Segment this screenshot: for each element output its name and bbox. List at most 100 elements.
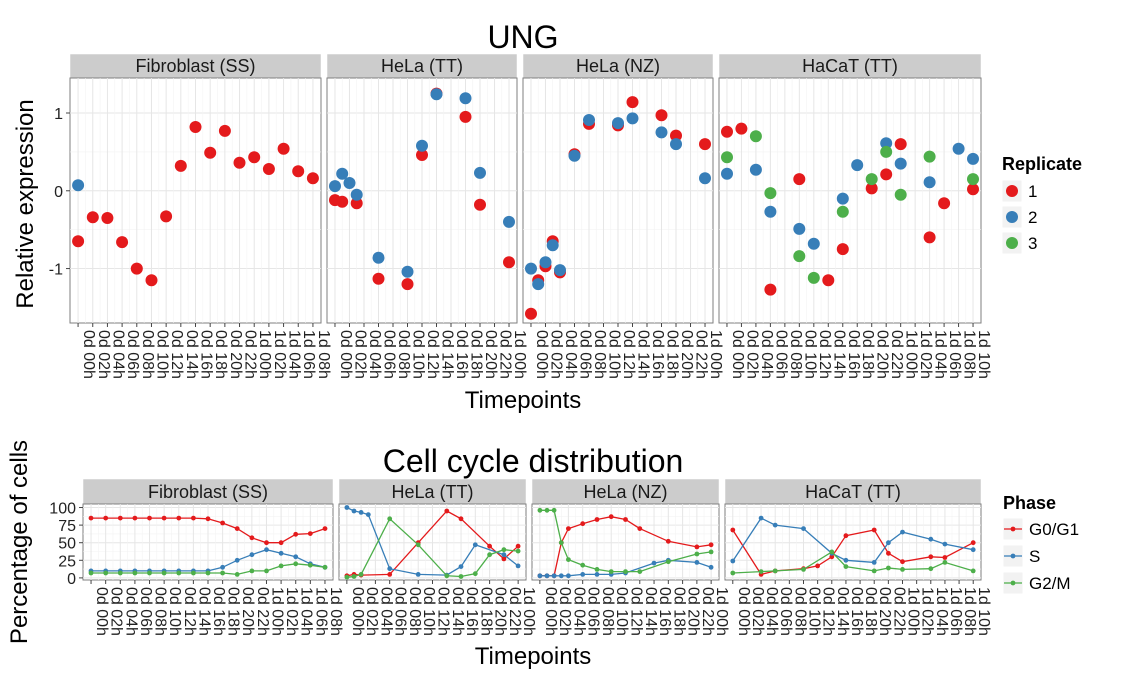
bottom-point-fibroblast-ss-g0-g1-0 [88, 515, 94, 521]
bottom-xtick-label-hela-nz-12: 1d 00h [713, 587, 730, 636]
top-point-hacat-tt-3-0 [721, 151, 733, 164]
bottom-xtick-label-hela-tt-6: 0d 12h [435, 587, 452, 636]
bottom-xtick-label-hacat-tt-9: 0d 18h [862, 587, 879, 636]
bottom-xtick-label-fibroblast-ss-7: 0d 14h [195, 587, 212, 636]
bottom-xtick-label-hela-tt-0: 0d 00h [349, 587, 366, 636]
top-point-hacat-tt-1-3 [793, 173, 806, 186]
top-xtick-label-hacat-tt-5: 0d 10h [801, 330, 818, 379]
bottom-point-hela-nz-g0-g1-5 [580, 521, 586, 527]
top-xtick-label-hacat-tt-8: 0d 16h [845, 330, 862, 379]
top-xtick-label-fibroblast-ss-6: 0d 12h [168, 330, 185, 379]
bottom-point-fibroblast-ss-g0-g1-7 [191, 515, 196, 521]
bottom-xtick-label-hela-tt-3: 0d 06h [392, 587, 409, 636]
top-xtick-label-fibroblast-ss-0: 0d 00h [80, 330, 97, 379]
top-legend-label-3: 3 [1028, 234, 1037, 253]
top-xtick-label-hacat-tt-3: 0d 06h [772, 330, 789, 379]
top-point-hacat-tt-1-4 [822, 274, 835, 287]
top-point-hela-nz-2-7 [612, 117, 624, 130]
bottom-legend-marker-g2-m [1010, 580, 1016, 586]
bottom-point-hela-tt-g0-g1-8 [501, 556, 507, 562]
bottom-xtick-label-hela-tt-4: 0d 08h [406, 587, 423, 636]
bottom-point-fibroblast-ss-g2-m-12 [264, 568, 269, 574]
bottom-xtick-label-hela-nz-8: 0d 16h [656, 587, 673, 636]
top-point-hacat-tt-1-6 [865, 182, 878, 195]
top-ytick-label-0: -1 [49, 262, 63, 279]
bottom-point-hacat-tt-g2-m-11 [970, 568, 976, 574]
top-point-hacat-tt-3-9 [923, 150, 936, 163]
top-chart: UNG Timepoints Relative expression Fibro… [12, 19, 1082, 414]
top-point-hela-nz-1-0 [525, 307, 537, 320]
top-xtick-label-hacat-tt-9: 0d 18h [859, 330, 876, 379]
top-chart-legend: Replicate 1 2 3 [1001, 154, 1082, 255]
top-point-hacat-tt-2-10 [952, 142, 965, 155]
bottom-xtick-label-hela-tt-11: 0d 22h [506, 587, 523, 636]
top-point-hela-tt-1-4 [401, 278, 414, 291]
bottom-point-hela-tt-s-8 [472, 542, 478, 548]
bottom-series-hela-tt-s [344, 505, 521, 578]
top-strip-fibroblast-ss [69, 53, 322, 79]
bottom-point-hela-tt-g2-m-8 [487, 552, 492, 558]
top-point-fibroblast-ss-1-15 [292, 165, 305, 178]
bottom-point-fibroblast-ss-s-11 [249, 552, 255, 558]
top-series-hacat-tt-3 [721, 130, 979, 284]
bottom-xtick-label-hela-nz-3: 0d 06h [585, 587, 602, 636]
top-point-fibroblast-ss-2-0 [72, 179, 85, 192]
bottom-point-hacat-tt-g2-m-9 [928, 566, 934, 572]
bottom-xtick-label-hela-nz-4: 0d 08h [599, 587, 616, 636]
bottom-legend-label-s: S [1029, 547, 1040, 566]
top-xtick-label-hela-nz-6: 0d 12h [620, 330, 637, 379]
top-chart-ylabel: Relative expression [12, 99, 39, 308]
bottom-xtick-label-hela-tt-7: 0d 14h [449, 587, 466, 636]
top-strip-label-hacat-tt: HaCaT (TT) [802, 56, 898, 76]
bottom-point-fibroblast-ss-g0-g1-16 [322, 526, 328, 531]
bottom-xtick-label-fibroblast-ss-6: 0d 12h [181, 587, 198, 636]
top-point-fibroblast-ss-1-13 [262, 163, 275, 175]
top-point-hela-nz-2-10 [670, 138, 682, 151]
top-xtick-label-hela-nz-4: 0d 08h [591, 330, 608, 379]
top-point-hela-nz-2-3 [546, 239, 559, 252]
bottom-point-hela-nz-s-1 [544, 573, 550, 579]
top-point-hela-nz-1-9 [655, 109, 668, 122]
bottom-point-hela-tt-s-5 [415, 572, 421, 577]
top-xtick-label-hacat-tt-11: 0d 22h [888, 330, 905, 379]
bottom-point-fibroblast-ss-g2-m-16 [322, 564, 328, 570]
bottom-xtick-label-hacat-tt-14: 1d 04h [933, 587, 950, 636]
top-point-fibroblast-ss-1-9 [204, 146, 217, 159]
top-point-hacat-tt-2-4 [807, 237, 820, 250]
top-point-fibroblast-ss-1-8 [189, 121, 202, 133]
top-series-hela-tt-1 [329, 87, 515, 291]
bottom-xtick-label-fibroblast-ss-12: 1d 00h [268, 587, 285, 636]
top-point-hacat-tt-1-7 [880, 168, 893, 181]
top-point-hacat-tt-2-11 [967, 152, 979, 165]
bottom-point-hacat-tt-g0-g1-8 [886, 550, 891, 556]
bottom-point-hela-nz-g0-g1-8 [623, 517, 628, 522]
top-xtick-label-hela-tt-12: 1d 00h [511, 330, 528, 379]
bottom-chart-ylabel: Percentage of cells [6, 440, 33, 644]
bottom-point-hacat-tt-g2-m-6 [871, 568, 877, 574]
top-strip-label-fibroblast-ss: Fibroblast (SS) [135, 56, 255, 76]
top-point-hela-nz-1-11 [699, 138, 711, 151]
top-point-hela-tt-1-8 [474, 198, 486, 211]
top-xtick-label-hela-tt-9: 0d 18h [468, 330, 485, 379]
top-xtick-label-hela-tt-7: 0d 14h [439, 330, 456, 379]
top-point-fibroblast-ss-1-5 [145, 274, 158, 287]
bottom-xtick-label-fibroblast-ss-1: 0d 02h [108, 587, 125, 636]
top-xtick-label-hacat-tt-4: 0d 08h [787, 330, 804, 379]
top-xtick-label-hacat-tt-1: 0d 02h [743, 330, 760, 379]
bottom-point-hela-nz-g2-m-10 [665, 559, 671, 565]
top-xtick-label-hela-tt-4: 0d 08h [395, 330, 412, 379]
bottom-point-hela-tt-g2-m-3 [387, 516, 393, 522]
bottom-xtick-label-fibroblast-ss-2: 0d 04h [122, 587, 139, 636]
bottom-point-hela-nz-g2-m-7 [608, 569, 614, 574]
bottom-xtick-label-hacat-tt-4: 0d 08h [791, 587, 808, 636]
top-xtick-label-fibroblast-ss-2: 0d 04h [109, 330, 126, 379]
bottom-point-fibroblast-ss-g0-g1-3 [132, 515, 138, 521]
bottom-ytick-label-4: 100 [49, 501, 76, 518]
bottom-point-hela-nz-s-6 [594, 572, 600, 577]
top-point-fibroblast-ss-1-10 [218, 124, 231, 137]
top-point-hacat-tt-3-10 [967, 173, 979, 186]
